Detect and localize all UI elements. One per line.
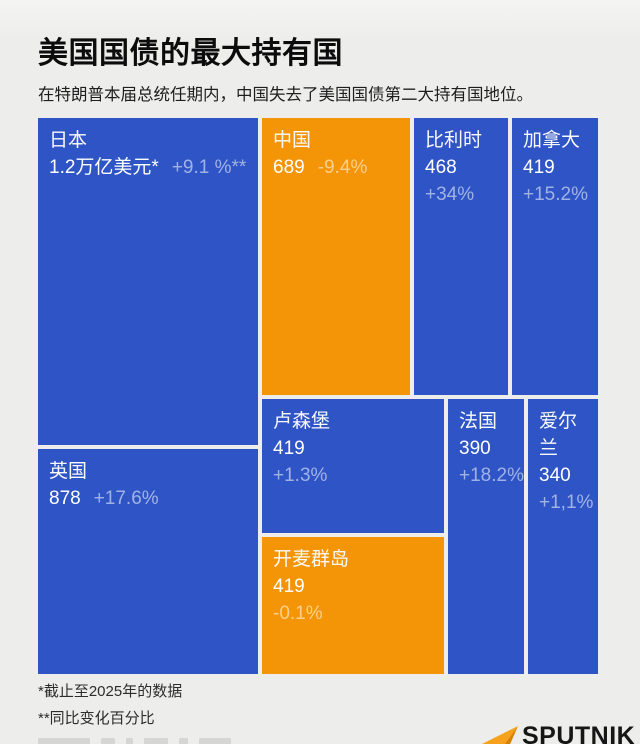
treemap-chart: 日本 1.2万亿美元* +9.1 %** 英国 878 +17.6% 中国 689-… (38, 118, 598, 674)
tile-change: +1,1% (539, 492, 594, 513)
tile-value: 419 (523, 157, 555, 178)
logo-arrow-icon (482, 726, 518, 744)
tile-change: -0.1% (273, 603, 323, 624)
text-fragment (38, 738, 90, 744)
footnote-yoy-change: **同比变化百分比 (38, 710, 155, 727)
tile-value: 340 (539, 465, 571, 486)
tile-country-name: 比利时 (425, 130, 483, 151)
footnote-data-asof: *截止至2025年的数据 (38, 683, 183, 700)
treemap-tile-japan: 日本 1.2万亿美元* +9.1 %** (38, 118, 258, 445)
tile-country-name: 加拿大 (523, 130, 581, 151)
tile-value: 1.2万亿美元* (49, 157, 159, 178)
treemap-tile-canada: 加拿大 419 +15.2% (512, 118, 598, 395)
tile-change: +15.2% (523, 184, 588, 205)
tile-value: 468 (425, 157, 457, 178)
tile-country-name: 开麦群岛 (273, 549, 350, 570)
treemap-tile-cayman-islands: 开麦群岛 419 -0.1% (262, 537, 444, 674)
text-fragment (144, 738, 168, 744)
treemap-tile-china: 中国 689 -9.4% (262, 118, 410, 395)
treemap-tile-ireland: 爱尔兰 340 +1,1% (528, 399, 598, 674)
text-fragment (179, 738, 188, 744)
tile-value: 878 (49, 488, 81, 509)
sputnik-logo: SPUTNIK (480, 720, 635, 744)
tile-country-name: 法国 (459, 411, 498, 432)
page-subtitle: 在特朗普本届总统任期内，中国失去了美国国债第二大持有国地位。 (38, 86, 533, 104)
tile-country-name: 爱尔兰 (539, 411, 578, 459)
tile-change: -9.4% (317, 157, 368, 178)
tile-value: 689 (273, 157, 305, 178)
treemap-tile-france: 法国 390 +18.2% (448, 399, 524, 674)
text-fragment (101, 738, 115, 744)
tile-country-name: 英国 (49, 461, 88, 482)
tile-change: +9.1 %** (171, 157, 247, 178)
treemap-tile-belgium: 比利时 468 +34% (414, 118, 508, 395)
tile-country-name: 日本 (49, 130, 88, 151)
tile-change: +17.6% (93, 488, 159, 509)
page-title: 美国国债的最大持有国 (38, 37, 343, 70)
logo-wordmark: SPUTNIK (522, 722, 636, 744)
tile-country-name: 中国 (273, 130, 312, 151)
cropped-source-text (38, 738, 231, 744)
tile-value: 390 (459, 438, 491, 459)
tile-country-name: 卢森堡 (273, 411, 331, 432)
tile-change: +1.3% (273, 465, 328, 486)
tile-value: 419 (273, 576, 305, 597)
treemap-tile-uk: 英国 878 +17.6% (38, 449, 258, 674)
tile-value: 419 (273, 438, 305, 459)
treemap-tile-luxembourg: 卢森堡 419 +1.3% (262, 399, 444, 533)
tile-change: +18.2% (459, 465, 524, 486)
text-fragment (126, 738, 133, 744)
text-fragment (199, 738, 231, 744)
tile-change: +34% (425, 184, 475, 205)
